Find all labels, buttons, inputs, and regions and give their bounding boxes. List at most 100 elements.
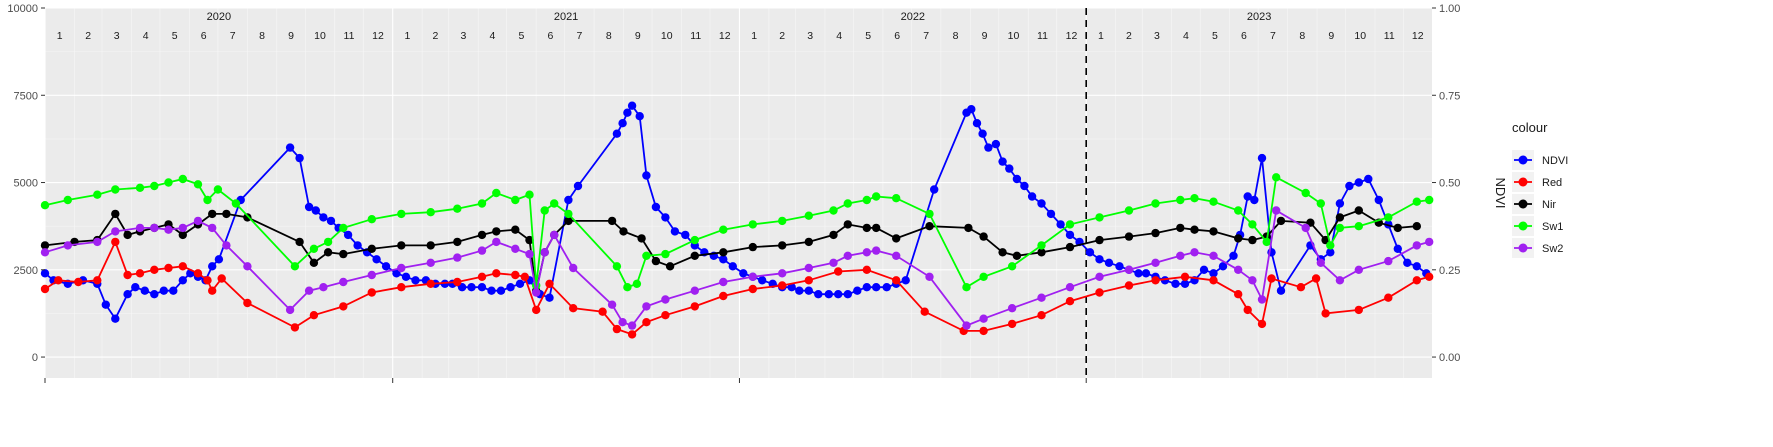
month-label: 9 (1328, 30, 1334, 42)
legend-key-point (1518, 199, 1528, 209)
month-label: 3 (1154, 30, 1160, 42)
legend-label: NDVI (1542, 155, 1568, 167)
point-sw2 (862, 248, 871, 257)
point-ndvi (319, 213, 328, 222)
point-red (54, 276, 63, 285)
point-nir (1248, 235, 1257, 245)
point-sw1 (203, 195, 212, 205)
point-sw2 (925, 272, 934, 281)
month-label: 2 (779, 30, 785, 42)
month-label: 3 (114, 30, 120, 42)
y-right-tick-label: 0.75 (1439, 90, 1460, 102)
point-nir (1393, 223, 1403, 233)
point-red (862, 265, 871, 274)
point-nir (690, 251, 699, 260)
month-label: 2 (85, 30, 91, 42)
point-ndvi (1085, 248, 1095, 257)
month-label: 3 (807, 30, 813, 42)
month-label: 2 (433, 30, 439, 42)
point-sw1 (1248, 220, 1257, 229)
point-ndvi (169, 286, 178, 295)
point-ndvi (882, 283, 891, 292)
point-sw2 (627, 321, 637, 330)
point-ndvi (872, 283, 881, 292)
point-ndvi (1364, 174, 1373, 184)
point-ndvi (642, 171, 651, 180)
point-sw2 (642, 302, 651, 311)
point-red (208, 286, 217, 295)
point-ndvi (131, 283, 140, 292)
point-red (1425, 272, 1434, 281)
legend-label: Sw1 (1542, 221, 1563, 233)
point-red (150, 265, 159, 274)
point-ndvi (1412, 262, 1422, 271)
point-nir (862, 223, 871, 233)
point-ndvi (612, 129, 622, 138)
point-red (661, 311, 670, 320)
point-red (1151, 276, 1160, 285)
point-sw1 (550, 199, 559, 208)
point-nir (1354, 206, 1364, 215)
point-nir (492, 227, 501, 236)
point-red (1257, 319, 1267, 329)
month-label: 7 (1270, 30, 1276, 42)
point-sw2 (872, 246, 881, 255)
point-sw2 (93, 237, 102, 247)
point-ndvi (208, 262, 217, 271)
point-ndvi (1065, 230, 1075, 240)
point-sw1 (661, 249, 670, 259)
point-ndvi (1345, 181, 1354, 191)
point-red (1311, 274, 1321, 283)
point-red (612, 324, 622, 334)
month-label: 5 (172, 30, 178, 42)
point-nir (892, 234, 901, 243)
point-sw1 (778, 216, 787, 226)
point-sw1 (1316, 199, 1326, 208)
point-sw1 (632, 279, 642, 288)
point-sw2 (193, 216, 203, 226)
point-sw1 (719, 225, 728, 234)
point-sw1 (1037, 241, 1046, 250)
point-nir (309, 258, 319, 267)
point-ndvi (150, 290, 159, 299)
point-nir (719, 248, 728, 257)
point-ndvi (411, 276, 420, 285)
point-ndvi (930, 185, 939, 194)
point-nir (1037, 248, 1046, 257)
point-sw2 (525, 249, 534, 259)
point-sw2 (477, 246, 487, 255)
point-red (477, 272, 487, 281)
point-ndvi (834, 290, 843, 299)
point-ndvi (1218, 262, 1228, 271)
point-sw2 (1037, 293, 1046, 302)
point-nir (925, 222, 934, 231)
month-label: 1 (405, 30, 411, 42)
point-nir (397, 241, 406, 250)
point-sw2 (164, 225, 173, 234)
point-sw1 (962, 283, 971, 292)
point-sw1 (178, 174, 187, 184)
point-ndvi (814, 290, 823, 299)
point-sw1 (1190, 194, 1199, 203)
point-sw2 (804, 263, 813, 273)
point-sw1 (1007, 262, 1017, 271)
point-sw1 (1384, 213, 1393, 222)
y-left-tick-label: 5000 (14, 178, 38, 190)
point-ndvi (1141, 269, 1151, 278)
point-red (178, 262, 187, 271)
point-ndvi (1250, 195, 1259, 205)
point-red (1095, 288, 1104, 297)
point-red (1354, 305, 1364, 315)
point-sw2 (569, 263, 578, 273)
point-sw2 (618, 318, 627, 327)
legend-key-point (1518, 155, 1528, 165)
point-ndvi (111, 314, 120, 323)
point-sw1 (1065, 220, 1075, 229)
point-red (453, 277, 462, 287)
month-label: 11 (1037, 30, 1048, 42)
point-red (217, 274, 226, 283)
point-red (1384, 293, 1393, 302)
point-sw1 (135, 183, 145, 192)
point-ndvi (1095, 255, 1104, 264)
